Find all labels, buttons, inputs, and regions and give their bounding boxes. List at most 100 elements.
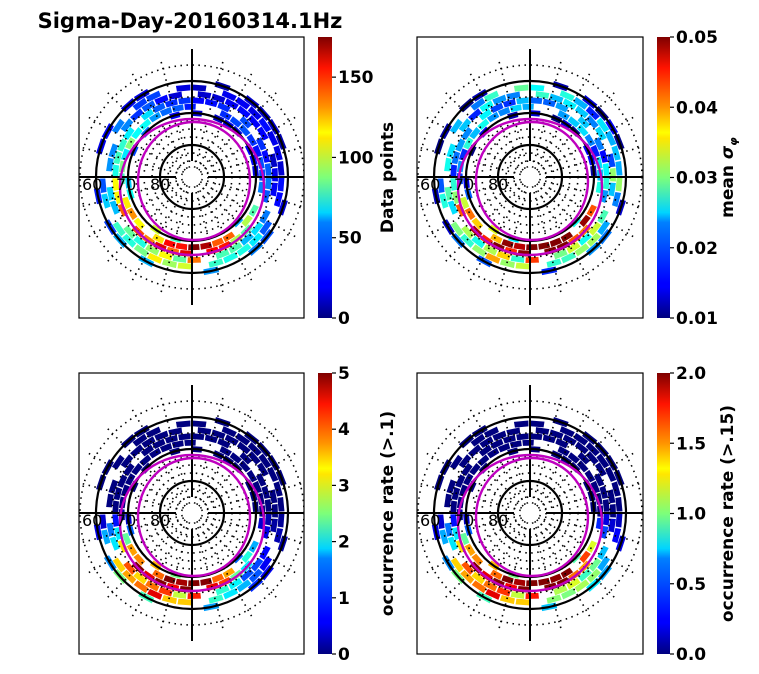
colorbar-tick-label: 0 bbox=[338, 309, 350, 329]
colorbar-tick-label: 0.0 bbox=[676, 645, 706, 665]
colorbar-gradient bbox=[318, 37, 332, 318]
data-bin bbox=[486, 447, 500, 459]
data-bin bbox=[273, 481, 283, 497]
colorbar-label: occurrence rate (>.15) bbox=[718, 405, 738, 622]
data-bin bbox=[111, 454, 125, 470]
data-bin bbox=[224, 434, 239, 446]
data-bin bbox=[483, 580, 498, 592]
dotted-mlt-line bbox=[539, 481, 643, 512]
data-bin bbox=[267, 130, 279, 146]
data-bin bbox=[490, 569, 503, 580]
dotted-mlt-line bbox=[105, 90, 186, 171]
data-bin bbox=[450, 557, 464, 573]
data-bin bbox=[270, 182, 278, 197]
data-bin bbox=[154, 94, 169, 105]
data-bin bbox=[177, 262, 192, 270]
data-bin bbox=[596, 453, 610, 469]
data-bin bbox=[164, 434, 178, 444]
data-bin bbox=[553, 249, 568, 260]
dotted-mlt-line bbox=[417, 514, 521, 545]
data-bin bbox=[605, 130, 617, 146]
data-bin bbox=[602, 177, 610, 190]
data-bin bbox=[530, 84, 545, 92]
dotted-mlt-line bbox=[198, 519, 279, 600]
data-bin bbox=[573, 432, 589, 446]
data-bin bbox=[510, 255, 525, 263]
data-bin bbox=[549, 93, 564, 104]
dotted-mlt-line bbox=[443, 519, 524, 600]
data-bin bbox=[510, 591, 525, 599]
data-bin bbox=[175, 578, 188, 587]
dotted-mlt-line bbox=[201, 482, 304, 512]
data-bin bbox=[574, 441, 589, 455]
data-bin bbox=[597, 556, 611, 572]
dotted-mlt-line bbox=[79, 145, 183, 176]
data-bin bbox=[219, 110, 232, 121]
data-bin bbox=[222, 567, 236, 579]
dotted-mlt-line bbox=[105, 183, 186, 264]
colorbar-tick-label: 2.0 bbox=[676, 364, 706, 384]
data-bin bbox=[502, 434, 516, 444]
data-bin bbox=[515, 262, 530, 270]
dotted-mlt-line bbox=[79, 514, 183, 545]
dotted-mlt-line bbox=[199, 517, 298, 575]
data-bin bbox=[241, 550, 253, 563]
dotted-mlt-line bbox=[443, 90, 524, 171]
data-bin bbox=[574, 105, 589, 119]
data-bin bbox=[125, 473, 136, 486]
oval-boundary-poleward bbox=[136, 456, 252, 578]
data-bin bbox=[478, 444, 492, 457]
data-bin bbox=[109, 200, 120, 215]
data-bin bbox=[509, 440, 522, 449]
data-bin bbox=[120, 118, 134, 133]
data-bin bbox=[264, 499, 272, 512]
dotted-mlt-line bbox=[201, 514, 304, 544]
dotted-mlt-line bbox=[196, 71, 254, 170]
dotted-mlt-line bbox=[105, 519, 186, 600]
dotted-mlt-line bbox=[424, 517, 523, 575]
data-bin bbox=[502, 98, 516, 108]
data-bin bbox=[192, 84, 207, 92]
data-bin bbox=[120, 484, 130, 497]
data-bin bbox=[172, 591, 187, 599]
data-bin bbox=[538, 577, 551, 586]
data-bin bbox=[240, 232, 254, 246]
data-bin bbox=[120, 148, 130, 161]
data-bin bbox=[126, 207, 138, 221]
data-bin bbox=[562, 98, 577, 110]
oval-boundary-equatorward bbox=[456, 453, 604, 593]
dotted-mlt-line bbox=[159, 186, 191, 295]
data-bin bbox=[530, 433, 543, 441]
data-bin bbox=[513, 84, 529, 92]
dotted-mlt-line bbox=[130, 407, 188, 506]
data-bin bbox=[594, 462, 607, 477]
data-bin bbox=[184, 439, 196, 446]
data-bin bbox=[586, 540, 597, 553]
data-bin bbox=[235, 96, 251, 110]
data-bin bbox=[145, 426, 161, 438]
data-bin bbox=[450, 221, 464, 237]
dotted-mlt-line bbox=[159, 522, 191, 631]
data-bin bbox=[444, 186, 453, 201]
data-bin bbox=[447, 536, 458, 551]
data-bin bbox=[133, 580, 149, 594]
data-bin bbox=[478, 108, 492, 121]
axes-frame bbox=[78, 372, 305, 655]
data-bin bbox=[607, 489, 616, 504]
data-bin bbox=[250, 557, 264, 572]
data-bin bbox=[140, 108, 154, 121]
data-bin bbox=[175, 420, 191, 428]
data-bin bbox=[611, 192, 622, 208]
data-bin bbox=[574, 243, 590, 257]
data-bin bbox=[215, 249, 230, 260]
data-bin bbox=[229, 452, 242, 464]
data-bin bbox=[597, 220, 611, 236]
data-bin bbox=[525, 592, 539, 599]
dotted-mlt-line bbox=[199, 451, 298, 509]
data-bin bbox=[223, 588, 239, 600]
dotted-mlt-line bbox=[196, 184, 254, 283]
data-bin bbox=[223, 252, 239, 264]
data-bin bbox=[187, 592, 201, 599]
dotted-mlt-line bbox=[539, 145, 643, 176]
oval-boundary-equatorward bbox=[118, 117, 266, 257]
